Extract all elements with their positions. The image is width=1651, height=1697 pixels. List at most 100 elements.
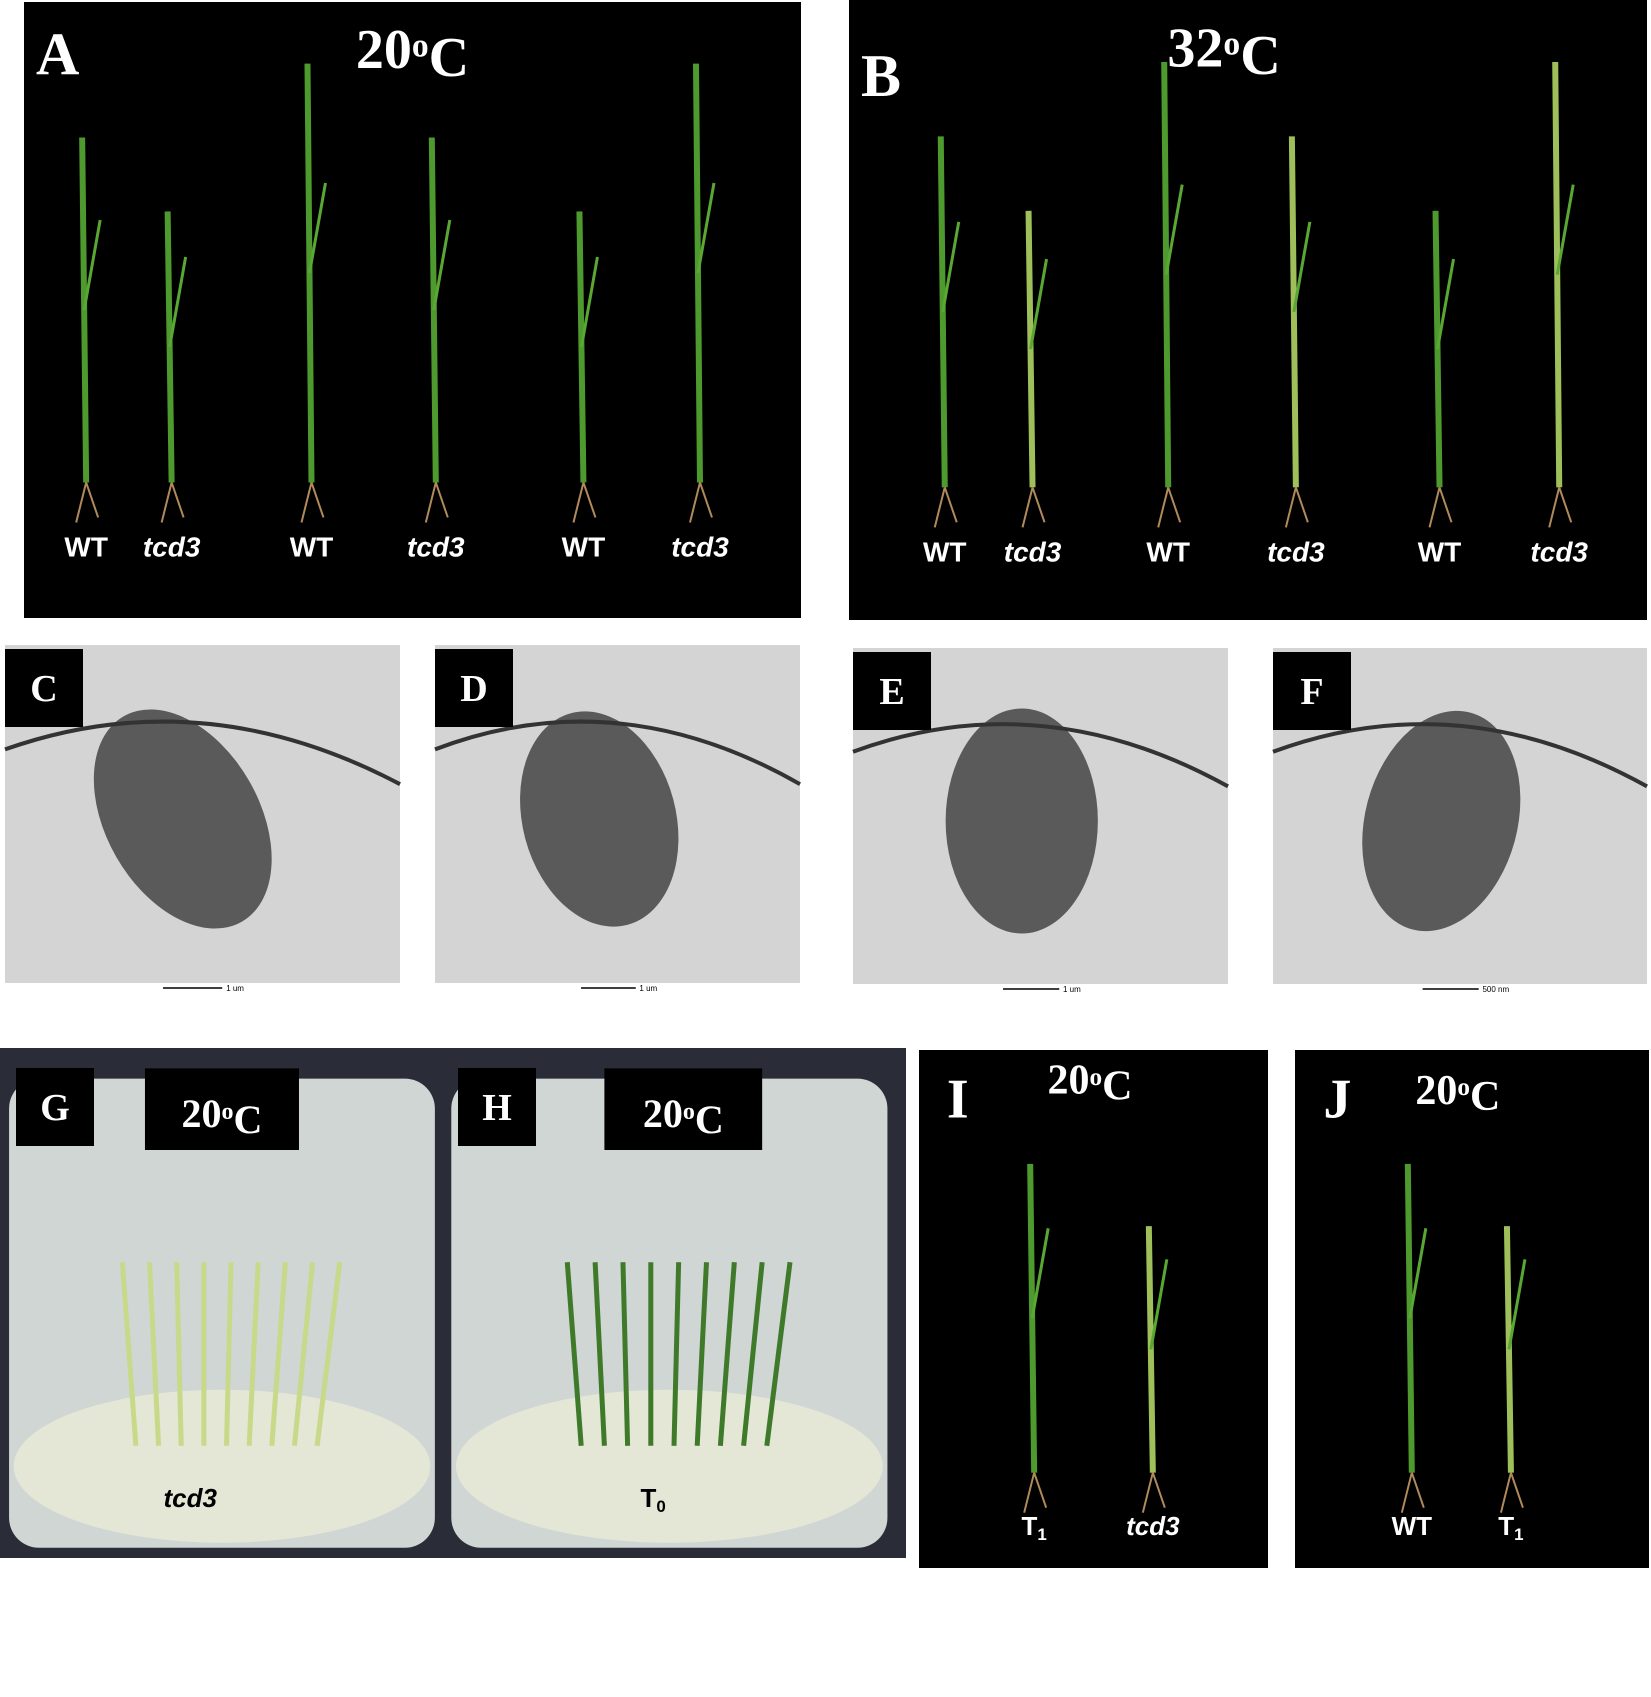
leaf — [1030, 1228, 1050, 1319]
root — [1400, 1472, 1425, 1513]
leaf — [1292, 221, 1312, 313]
panel-bg — [24, 2, 801, 618]
panel-title: 20oC — [182, 1091, 263, 1142]
plant-label: tcd3 — [1004, 537, 1062, 568]
plant-label: tcd3 — [1530, 537, 1588, 568]
plant-label: WT — [1392, 1511, 1433, 1541]
cell-wall — [1272, 722, 1648, 789]
title-box — [604, 1068, 763, 1150]
leaf — [941, 221, 961, 313]
shoot — [717, 1262, 737, 1446]
seedling — [1503, 1226, 1514, 1473]
leaf — [1436, 258, 1455, 350]
plant-label: WT — [923, 537, 967, 568]
cell-wall — [852, 722, 1229, 789]
panel: 1 um E — [852, 648, 1229, 994]
panel-letter: C — [30, 668, 57, 710]
seedling — [164, 211, 175, 483]
panel-bg — [849, 0, 1647, 620]
root — [75, 482, 100, 523]
shoot — [741, 1261, 765, 1447]
root — [933, 486, 958, 528]
shoot — [564, 1262, 584, 1446]
shoot — [694, 1262, 709, 1446]
panel: I 20oC T1 tcd3 — [919, 1050, 1268, 1568]
scale-label: 500 nm — [1482, 985, 1509, 994]
letter-box — [458, 1068, 536, 1146]
panel-letter: G — [40, 1087, 70, 1129]
plant-label: tcd3 — [164, 1483, 218, 1513]
root — [689, 482, 713, 523]
plant-label: WT — [562, 531, 606, 562]
seedling — [1161, 61, 1172, 488]
root — [160, 482, 185, 523]
letter-box — [5, 649, 83, 727]
plant-label: tcd3 — [143, 531, 201, 562]
panel-letter: H — [482, 1087, 512, 1129]
root — [300, 482, 325, 523]
root — [1141, 1472, 1166, 1513]
letter-box — [16, 1068, 94, 1146]
plant-label: T0 — [640, 1483, 665, 1516]
chloroplast — [1362, 710, 1521, 932]
panel: G 20oC tcd3 — [0, 1048, 453, 1558]
root — [1023, 1472, 1048, 1513]
title-box — [144, 1068, 299, 1150]
chloroplast — [520, 711, 679, 927]
letter-box — [853, 652, 931, 730]
shoot — [119, 1262, 139, 1446]
plant-label: tcd3 — [407, 531, 465, 562]
panel-letter: J — [1323, 1068, 1351, 1130]
plant-label: T1 — [1022, 1511, 1047, 1544]
letter-box — [1273, 652, 1351, 730]
plant-label: WT — [1146, 537, 1190, 568]
panel: 1 um C — [4, 645, 401, 993]
shoot — [620, 1262, 631, 1446]
leaf — [696, 182, 716, 274]
shoot — [764, 1261, 793, 1447]
root — [1157, 486, 1182, 528]
plant-label: tcd3 — [671, 531, 729, 562]
panel-title: 20oC — [356, 19, 469, 89]
panel: J 20oC WT T1 — [1295, 1050, 1649, 1568]
panel-letter: I — [947, 1068, 969, 1130]
leaf — [1149, 1259, 1169, 1350]
seedling — [576, 211, 587, 483]
scale-label: 1 um — [1063, 985, 1081, 994]
panel-letter: D — [460, 668, 487, 710]
plant-label: WT — [64, 531, 108, 562]
panel-title: 20oC — [643, 1091, 724, 1142]
shoot — [146, 1262, 162, 1446]
shoot — [224, 1262, 234, 1446]
cell-wall — [434, 719, 801, 786]
root — [1499, 1472, 1524, 1513]
leaf — [1408, 1228, 1428, 1319]
chloroplast — [945, 708, 1098, 934]
shoot — [314, 1261, 343, 1447]
letter-box — [435, 649, 513, 727]
leaf — [1555, 184, 1575, 275]
leaf — [168, 256, 188, 348]
plant-label: T1 — [1498, 1511, 1523, 1544]
panel-letter: F — [1300, 671, 1323, 713]
scale-label: 1 um — [226, 984, 244, 993]
root — [424, 482, 449, 523]
leaf — [579, 256, 599, 348]
shoot — [291, 1261, 316, 1447]
panel: 1 um D — [434, 645, 801, 993]
panel-letter: A — [36, 21, 79, 87]
panel: H 20oC T0 — [442, 1048, 906, 1558]
plant-label: tcd3 — [1126, 1511, 1180, 1541]
chloroplast — [93, 709, 272, 929]
medium — [455, 1389, 883, 1543]
panel-title: 20oC — [1048, 1058, 1133, 1110]
root — [1428, 486, 1453, 528]
plant-label: tcd3 — [1267, 537, 1325, 568]
leaf — [1507, 1259, 1527, 1350]
root — [572, 482, 597, 523]
root — [1021, 486, 1046, 528]
panel: 500 nm F — [1272, 648, 1648, 994]
plant-label: WT — [1418, 537, 1462, 568]
leaf — [1029, 258, 1049, 350]
